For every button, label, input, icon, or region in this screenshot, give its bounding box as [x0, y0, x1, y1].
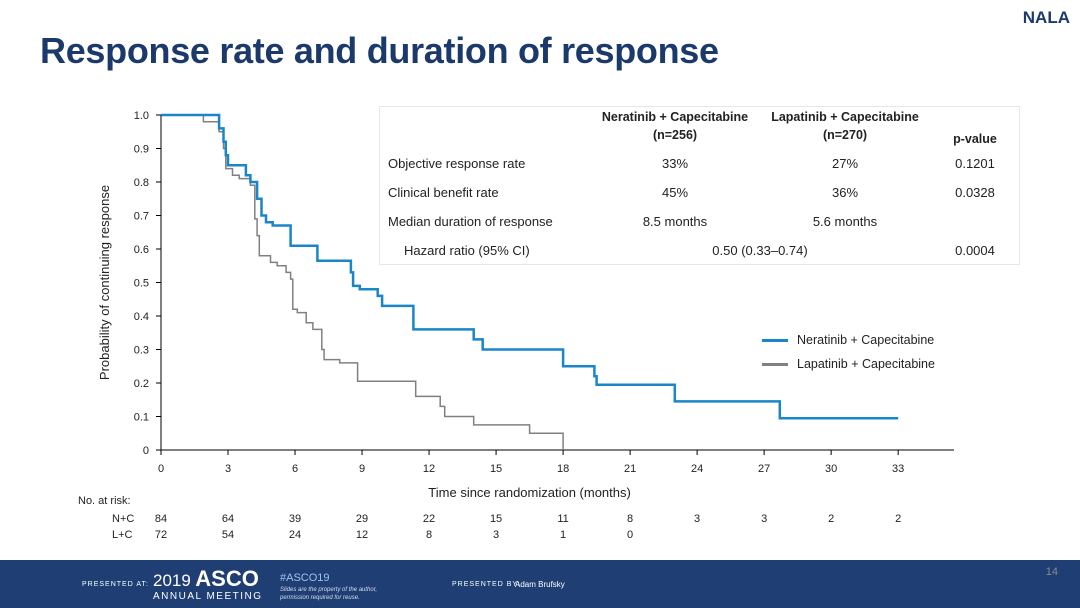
logo-year: 2019 — [153, 571, 191, 590]
asco-logo: 2019 ASCO ANNUAL MEETING — [153, 568, 263, 602]
row-orr-nc: 33% — [661, 156, 689, 171]
at-risk-nc-0: 84 — [154, 513, 168, 525]
at-risk-lc-2: 24 — [288, 529, 302, 541]
logo-meeting: ANNUAL MEETING — [153, 591, 263, 602]
x-tick-label: 12 — [423, 463, 435, 475]
page-title: Response rate and duration of response — [40, 30, 719, 71]
y-tick-label: 0.3 — [134, 345, 149, 357]
table-header-pvalue: p-value — [953, 132, 997, 146]
at-risk-lc-4: 8 — [425, 529, 433, 541]
x-tick-label: 24 — [691, 463, 703, 475]
page-number: 14 — [1045, 566, 1058, 578]
x-tick-label: 6 — [292, 463, 298, 475]
legend-item-neratinib: Neratinib + Capecitabine — [762, 333, 934, 347]
legend-label-neratinib: Neratinib + Capecitabine — [797, 333, 935, 347]
study-tag: NALA — [1022, 8, 1070, 27]
row-label-orr: Objective response rate — [388, 156, 526, 171]
row-mdor-lc: 5.6 months — [812, 214, 878, 229]
at-risk-nc-5: 15 — [489, 513, 503, 525]
at-risk-nc-8: 3 — [694, 513, 701, 525]
x-tick-label: 15 — [490, 463, 502, 475]
row-cbr-lc: 36% — [831, 185, 859, 200]
row-orr-lc: 27% — [831, 156, 859, 171]
at-risk-nc-6: 11 — [557, 513, 569, 525]
km-chart: 0 3 6 9 12 15 18 21 24 27 30 33 0 0.1 0.2 0.3 0.4 0.5 0.6 0… — [97, 110, 954, 500]
x-tick-label: 21 — [624, 463, 636, 475]
x-tick-label: 0 — [158, 463, 164, 475]
at-risk-lc-1: 54 — [221, 529, 235, 541]
x-tick-label: 18 — [557, 463, 569, 475]
x-tick-label: 27 — [758, 463, 770, 475]
y-tick-label: 0.1 — [134, 412, 149, 424]
series-line-lapatinib — [161, 114, 564, 450]
logo-asco: ASCO — [195, 566, 259, 591]
row-mdor-nc: 8.5 months — [642, 214, 708, 229]
at-risk-nc-11: 2 — [895, 513, 902, 525]
disclaimer: Slides are the property of the author, p… — [280, 587, 378, 601]
at-risk-nc-2: 39 — [288, 513, 302, 525]
y-tick-label: 0.9 — [134, 144, 149, 156]
chart-axes: 0 3 6 9 12 15 18 21 24 27 30 33 0 0.1 0.2 0.3 0.4 0.5 0.6 0… — [97, 110, 954, 500]
y-tick-label: 1.0 — [134, 110, 149, 122]
x-axis-label: Time since randomization (months) — [428, 485, 631, 500]
row-hr-value: 0.50 (0.33–0.74) — [712, 243, 808, 258]
row-cbr-p: 0.0328 — [955, 185, 995, 200]
at-risk-title: No. at risk: — [78, 495, 131, 507]
at-risk-lc-0: 72 — [154, 529, 168, 541]
legend-swatch-lapatinib — [762, 362, 788, 366]
legend-swatch-neratinib — [762, 338, 788, 342]
x-tick-label: 9 — [359, 463, 365, 475]
y-tick-label: 0 — [143, 445, 149, 457]
at-risk-lc-5: 3 — [493, 529, 500, 541]
y-tick-label: 0.2 — [134, 378, 149, 390]
at-risk-nc-4: 22 — [422, 513, 436, 525]
at-risk-label-lc: L+C — [112, 529, 133, 541]
at-risk-lc-6: 1 — [560, 529, 567, 541]
legend-label-lapatinib: Lapatinib + Capecitabine — [797, 357, 935, 371]
y-tick-label: 0.8 — [134, 177, 149, 189]
chart-series — [161, 113, 899, 450]
at-risk-lc-3: 12 — [355, 529, 369, 541]
presented-at-label: PRESENTED AT: — [82, 581, 149, 588]
legend-item-lapatinib: Lapatinib + Capecitabine — [762, 357, 935, 371]
x-tick-label: 3 — [225, 463, 231, 475]
y-tick-label: 0.7 — [134, 211, 149, 223]
row-hr-p: 0.0004 — [955, 243, 995, 258]
row-cbr-nc: 45% — [661, 185, 689, 200]
at-risk-label-nc: N+C — [112, 513, 135, 525]
at-risk-nc-1: 64 — [221, 513, 235, 525]
at-risk-nc-10: 2 — [828, 513, 835, 525]
table-header-lc: Lapatinib + Capecitabine (n=270) — [771, 110, 919, 142]
at-risk-nc-7: 8 — [627, 513, 634, 525]
row-label-hr: Hazard ratio (95% CI) — [404, 243, 530, 258]
presenter-name: Adam Brufsky — [515, 580, 565, 589]
at-risk-lc-7: 0 — [627, 529, 634, 541]
at-risk-nc-3: 29 — [355, 513, 369, 525]
series-line-neratinib — [161, 113, 899, 420]
x-tick-label: 33 — [892, 463, 904, 475]
presented-by-label: PRESENTED BY: — [452, 581, 521, 588]
at-risk-nc-9: 3 — [761, 513, 768, 525]
y-tick-label: 0.5 — [134, 278, 149, 290]
y-axis-label: Probability of continuing response — [97, 185, 112, 380]
y-tick-label: 0.6 — [134, 244, 149, 256]
x-tick-label: 30 — [825, 463, 837, 475]
row-label-mdor: Median duration of response — [388, 214, 553, 229]
footer-bar: PRESENTED AT: 2019 ASCO ANNUAL MEETING #… — [0, 560, 1080, 608]
row-orr-p: 0.1201 — [955, 156, 995, 171]
hashtag: #ASCO19 — [280, 572, 330, 584]
table-header-nc: Neratinib + Capecitabine (n=256) — [601, 110, 749, 142]
row-label-cbr: Clinical benefit rate — [388, 185, 499, 200]
y-tick-label: 0.4 — [134, 311, 149, 323]
response-table: Neratinib + Capecitabine (n=256) Lapatin… — [379, 106, 1020, 265]
